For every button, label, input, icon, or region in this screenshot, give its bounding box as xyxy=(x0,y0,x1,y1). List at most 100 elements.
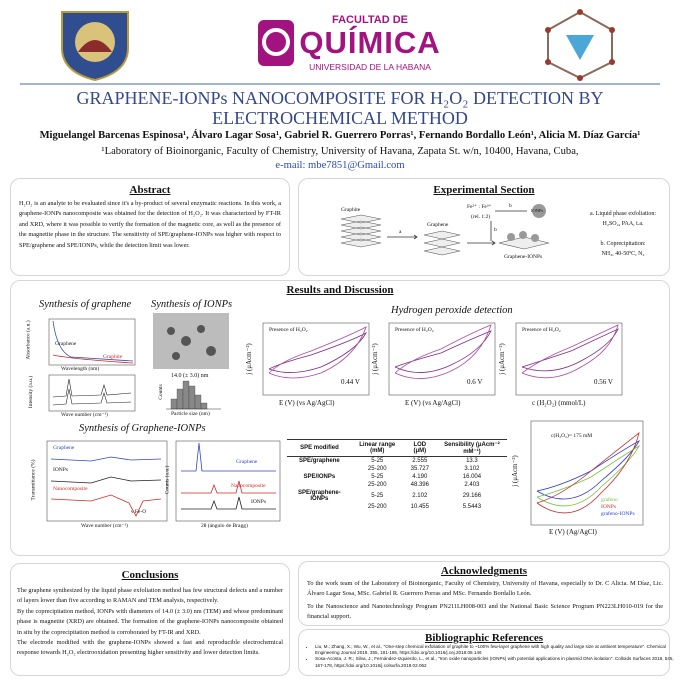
logo-text: QUÍMICA xyxy=(299,25,441,60)
paragraph: The graphene synthesized by the liquid p… xyxy=(17,587,283,605)
plot-label: c(H₂O₂)= 175 mM xyxy=(551,433,593,439)
axis-label: j (μAcm⁻²) xyxy=(370,343,379,375)
axis-label: c (H₂O₂) (mmol/L) xyxy=(532,399,586,407)
scheme-label: IONPs xyxy=(531,208,544,213)
table-cell xyxy=(287,481,352,489)
scheme-label: Fe²⁺ : Fe³⁺ xyxy=(467,204,492,210)
scheme-label: Graphite xyxy=(341,207,361,213)
section-heading: Experimental Section xyxy=(433,184,535,196)
plot-label: Graphene xyxy=(53,445,75,451)
plot-label: Presence of H₂O₂ xyxy=(522,327,561,333)
scheme-label: b xyxy=(494,227,497,233)
axis-label: Wavelength (nm) xyxy=(61,366,100,372)
table-row: 25-200 48.396 2.403 xyxy=(287,481,507,489)
table-header-cell: Sensibility (μAcm⁻² mM⁻¹) xyxy=(436,439,507,457)
results-table: SPE modified Linear range (mM) LOD (μM) Sen… xyxy=(287,439,507,511)
scheme-label: Graphene-IONPs xyxy=(504,254,543,260)
plot-label: Nanocomposite xyxy=(231,483,266,489)
table-cell: 25-200 xyxy=(367,504,387,510)
experimental-box: Experimental Section Graphite Graphene F… xyxy=(298,178,670,276)
table-cell: 29.166 xyxy=(462,493,482,499)
axis-label: Absorbance (a.u.) xyxy=(25,320,32,360)
axis-label: j (μAcm⁻²) xyxy=(510,455,519,487)
table-header-cell: SPE modified xyxy=(287,439,352,457)
section-heading: Acknowledgments xyxy=(440,565,528,577)
subheading: Synthesis of graphene xyxy=(39,299,132,310)
subheading: Synthesis of Graphene-IONPs xyxy=(79,423,206,434)
title-line: ELECTROCHEMICAL METHOD xyxy=(212,108,468,128)
legend-entry: grafeno-IONPs xyxy=(601,511,635,517)
table-row: SPE/graphene 5-25 2.555 13.3 xyxy=(287,457,507,466)
logo-text: UNIVERSIDAD DE LA HABANA xyxy=(309,62,431,72)
table-cell: 5.5443 xyxy=(462,504,482,510)
plot-label: Presence of H₂O₂ xyxy=(269,327,308,333)
table-header-cell: Linear range (mM) xyxy=(351,439,403,457)
reference: Sosa-Acosta, J. R.; Silva, J.; Fernández… xyxy=(315,656,677,668)
table-cell: 5-25 xyxy=(371,458,384,464)
scheme-label: b xyxy=(509,203,512,209)
axis-label: E (V) (vs Ag/AgCl) xyxy=(405,399,461,407)
section-heading: Bibliographic References xyxy=(424,632,544,644)
plot-label: Graphene xyxy=(55,341,77,347)
scheme-label: Graphene xyxy=(427,222,449,228)
plot-label: 0.44 V xyxy=(341,378,360,386)
paragraph: The electrode modified with the graphene… xyxy=(17,639,283,657)
title-line: GRAPHENE-IONPs NANOCOMPOSITE FOR H₂O₂ DE… xyxy=(76,88,604,108)
table-row: SPE/IONPs 5-25 4.190 16.004 xyxy=(287,473,507,481)
section-heading: Conclusions xyxy=(121,569,179,581)
scheme xyxy=(340,204,550,256)
table-cell: 2.555 xyxy=(412,458,428,464)
plot-label: 0.56 V xyxy=(594,378,613,386)
plot-label: Presence of H₂O₂ xyxy=(395,327,434,333)
axis-label: Particle size (nm) xyxy=(171,411,210,417)
affiliation: ¹Laboratory of Bioinorganic, Faculty of … xyxy=(101,146,579,157)
logo-text: FACULTAD DE xyxy=(332,14,408,26)
ack-text: To the work team of the Laboratory of Bi… xyxy=(307,579,663,625)
table-cell: 5-25 xyxy=(371,493,384,499)
table-row: 25-200 10.455 5.5443 xyxy=(287,503,507,511)
table-cell: 4.190 xyxy=(412,474,428,480)
axis-label: Transmittance (%) xyxy=(30,459,37,501)
section-heading: Abstract xyxy=(129,184,171,196)
plot-label: ν Fe-O xyxy=(131,509,147,515)
table-cell: 2.403 xyxy=(464,482,480,488)
note: H₂SO₄, PAA, t.a. xyxy=(602,221,644,227)
results-box: Results and Discussion Synthesis of grap… xyxy=(10,280,670,556)
abstract-text: H₂O₂ is an analyte to be evaluated since… xyxy=(19,200,281,249)
table-header-cell: LOD (μM) xyxy=(402,439,437,457)
title: GRAPHENE-IONPs NANOCOMPOSITE FOR H₂O₂ DE… xyxy=(0,88,680,128)
axis-label: Intensity (a.u.) xyxy=(28,375,35,409)
conclusions-box: Conclusions The graphene synthesized by … xyxy=(10,563,290,676)
note: NH₃, 40-50ºC, N₂ xyxy=(601,251,645,257)
table-cell: 13.3 xyxy=(466,458,478,464)
note: b. Coprecipitation: xyxy=(600,241,646,247)
axis-label: E (V) (Ag/AgCl) xyxy=(549,528,597,536)
table-cell: 35.727 xyxy=(410,466,429,472)
paragraph: To the work team of the Laboratory of Bi… xyxy=(307,580,663,598)
legend-entry: IONPs xyxy=(601,504,616,510)
table-cell: 48.396 xyxy=(410,482,429,488)
plot-label: 14.0 (± 3.0) nm xyxy=(171,373,209,379)
table-cell: SPE/graphene-IONPs xyxy=(298,490,341,502)
table-cell: 25-200 xyxy=(367,482,387,488)
header-graphics xyxy=(20,9,660,85)
axis-label: Counts xyxy=(157,384,164,400)
plot-label: Graphite xyxy=(103,354,123,360)
note: a. Liquid phase exfoliation: xyxy=(590,211,656,217)
authors: Miguelangel Barcenas Espinosa¹, Álvaro L… xyxy=(39,130,641,141)
legend: grafeno IONPs grafeno-IONPs xyxy=(601,497,635,518)
subheading: Hydrogen peroxide detection xyxy=(391,305,513,316)
axis-label: Wave number (cm⁻¹) xyxy=(61,412,108,418)
axis-label: Wave number (cm⁻¹) xyxy=(81,523,128,529)
axis-label: E (V) (vs Ag/AgCl) xyxy=(279,399,335,407)
axis-label: Counts (a.u.) xyxy=(164,465,171,495)
table-cell: 3.102 xyxy=(464,466,480,472)
conclusions-text: The graphene synthesized by the liquid p… xyxy=(17,586,283,659)
scheme-notes: a. Liquid phase exfoliation: H₂SO₄, PAA, … xyxy=(581,209,665,259)
table-cell xyxy=(287,503,352,511)
plot-label: IONPs xyxy=(251,499,266,505)
scheme-label: a xyxy=(399,229,402,235)
reference: Liu, M.; Zhang, X.; Wu, W., et al., "One… xyxy=(315,644,677,656)
section-heading: Results and Discussion xyxy=(286,284,394,296)
